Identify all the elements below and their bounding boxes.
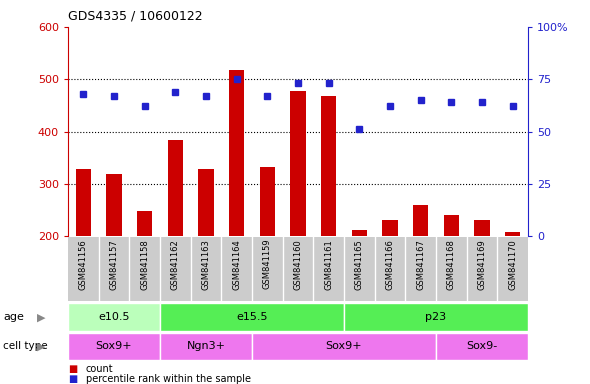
- Text: GDS4335 / 10600122: GDS4335 / 10600122: [68, 10, 202, 23]
- Text: count: count: [86, 364, 113, 374]
- Text: Ngn3+: Ngn3+: [186, 341, 225, 351]
- Bar: [198, 169, 214, 341]
- Text: GSM841157: GSM841157: [109, 239, 119, 290]
- Text: Sox9+: Sox9+: [96, 341, 132, 351]
- Text: e10.5: e10.5: [98, 312, 130, 322]
- Bar: [505, 232, 520, 341]
- Text: GSM841160: GSM841160: [293, 239, 303, 290]
- Bar: [252, 333, 436, 360]
- Text: ▶: ▶: [37, 312, 45, 322]
- Bar: [68, 333, 160, 360]
- Bar: [413, 205, 428, 341]
- Text: age: age: [3, 312, 24, 322]
- Text: GSM841163: GSM841163: [201, 239, 211, 290]
- Text: GSM841165: GSM841165: [355, 239, 364, 290]
- Text: ■: ■: [68, 364, 77, 374]
- Bar: [344, 303, 528, 331]
- Text: Sox9+: Sox9+: [326, 341, 362, 351]
- Text: p23: p23: [425, 312, 447, 322]
- Text: cell type: cell type: [3, 341, 48, 351]
- Bar: [229, 70, 244, 341]
- Bar: [160, 303, 344, 331]
- Bar: [290, 91, 306, 341]
- Text: GSM841168: GSM841168: [447, 239, 456, 290]
- Text: GSM841164: GSM841164: [232, 239, 241, 290]
- Text: ■: ■: [68, 374, 77, 384]
- Text: GSM841156: GSM841156: [78, 239, 88, 290]
- Bar: [76, 169, 91, 341]
- Text: GSM841159: GSM841159: [263, 239, 272, 290]
- Text: GSM841158: GSM841158: [140, 239, 149, 290]
- Text: GSM841162: GSM841162: [171, 239, 180, 290]
- Text: GSM841161: GSM841161: [324, 239, 333, 290]
- Bar: [444, 215, 459, 341]
- Bar: [321, 96, 336, 341]
- Text: Sox9-: Sox9-: [467, 341, 497, 351]
- Text: percentile rank within the sample: percentile rank within the sample: [86, 374, 251, 384]
- Bar: [160, 333, 252, 360]
- Text: GSM841170: GSM841170: [508, 239, 517, 290]
- Bar: [352, 230, 367, 341]
- Bar: [168, 141, 183, 341]
- Bar: [382, 220, 398, 341]
- Text: GSM841166: GSM841166: [385, 239, 395, 290]
- Text: e15.5: e15.5: [236, 312, 268, 322]
- Bar: [260, 167, 275, 341]
- Text: GSM841169: GSM841169: [477, 239, 487, 290]
- Text: ▶: ▶: [37, 341, 45, 351]
- Text: GSM841167: GSM841167: [416, 239, 425, 290]
- Bar: [474, 220, 490, 341]
- Bar: [68, 303, 160, 331]
- Bar: [137, 211, 152, 341]
- Bar: [106, 174, 122, 341]
- Bar: [436, 333, 528, 360]
